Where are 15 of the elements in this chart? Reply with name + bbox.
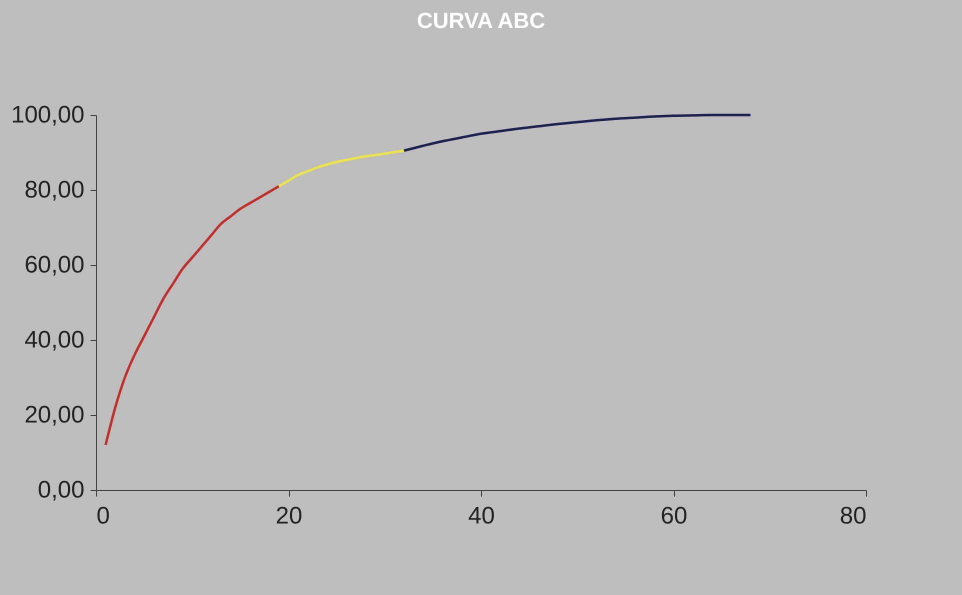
x-tick-label: 20 [276, 502, 302, 530]
y-tick-label: 0,00 [38, 476, 84, 504]
x-tick-label: 0 [96, 502, 110, 530]
y-tick-label: 40,00 [24, 326, 84, 354]
y-tick-label: 60,00 [24, 252, 84, 278]
x-tick-label: 80 [840, 502, 866, 530]
chart-title: CURVA ABC [416, 8, 546, 33]
y-tick-label: 80,00 [24, 176, 84, 204]
line-series [104, 185, 280, 446]
x-tick-label: 40 [468, 502, 495, 530]
line-series [278, 149, 406, 188]
y-tick-label: 20,00 [24, 402, 84, 428]
line-series [402, 114, 752, 152]
y-tick-label: 100,00 [11, 102, 84, 128]
x-tick-label: 60 [660, 502, 688, 530]
